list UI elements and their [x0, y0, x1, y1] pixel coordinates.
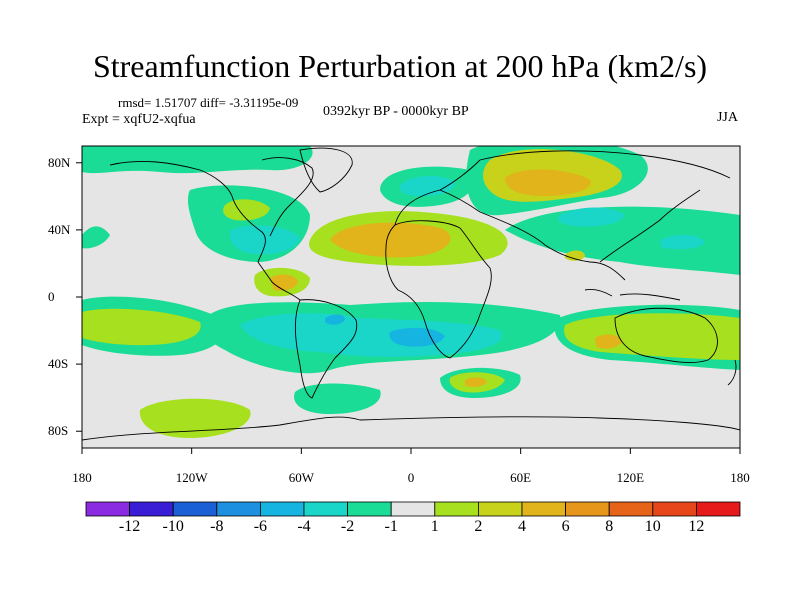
colorbar-label: -2 — [340, 518, 355, 535]
lat-tick-label: 80S — [48, 423, 69, 439]
coast-new-zealand — [727, 359, 737, 386]
colorbar-swatch — [477, 501, 523, 517]
experiment-line: Expt = xqfU2-xqfua — [82, 112, 196, 127]
colorbar-label: 1 — [430, 518, 439, 535]
colorbar-label: -6 — [253, 518, 268, 535]
colorbar-swatch — [696, 501, 741, 517]
map-title: Streamfunction Perturbation at 200 hPa (… — [92, 48, 708, 84]
lat-tick-label: 40S — [48, 356, 69, 372]
colorbar-swatch — [521, 501, 566, 517]
colorbar-label: 4 — [518, 518, 526, 535]
contour-namerica-green — [82, 226, 110, 249]
colorbar-label: -10 — [162, 518, 184, 535]
coast-south-america — [294, 299, 358, 399]
lon-tick-label: 60E — [510, 470, 532, 485]
lon-tick-label: 120W — [175, 470, 208, 485]
period-line: 0392kyr BP - 0000kyr BP — [323, 104, 469, 119]
colorbar-swatch — [303, 501, 348, 517]
contour-spacific-yellow — [82, 308, 201, 346]
coast-australia — [614, 307, 718, 363]
coast-islands — [584, 289, 681, 301]
colorbar-swatch — [172, 501, 218, 517]
coast-asia — [479, 150, 731, 281]
coast-greenland — [299, 147, 353, 193]
contour-arctic-green — [82, 146, 313, 174]
colorbar-swatch — [434, 501, 479, 517]
colorbar-label: -1 — [384, 518, 398, 535]
lat-tick-label: 80N — [48, 154, 71, 170]
contour-asia-cyan — [558, 207, 625, 227]
colorbar-swatch — [565, 501, 610, 517]
colorbar-swatch — [652, 501, 697, 517]
coast-africa — [385, 220, 492, 359]
contour-south-blue-2 — [325, 314, 345, 325]
contour-antarctic-pacific — [139, 398, 251, 438]
contour-namerica-cyan — [229, 225, 300, 255]
colorbar-swatch — [129, 501, 174, 517]
colorbar-swatch — [608, 501, 654, 517]
contour-australia-orange — [595, 334, 622, 349]
contour-asia-cyan-2 — [660, 234, 705, 250]
colorbar-label: 2 — [474, 518, 483, 535]
lon-tick-label: 180 — [72, 470, 92, 485]
lon-tick-label: 180 — [730, 470, 750, 485]
lon-tick-label: 120E — [616, 470, 645, 485]
colorbar-label: 12 — [688, 518, 705, 535]
coast-antarctica — [82, 416, 740, 441]
lat-tick-label: 0 — [48, 289, 55, 304]
contour-africa-yellow — [330, 222, 451, 258]
coast-europe — [394, 159, 481, 226]
lon-tick-label: 0 — [407, 470, 415, 485]
colorbar-swatch — [347, 501, 392, 517]
contour-south-blue — [389, 327, 445, 347]
stats-line: rmsd= 1.51707 diff= -3.31195e-09 — [118, 95, 299, 110]
colorbar-swatch — [85, 501, 130, 517]
contour-socean-orange — [465, 377, 487, 387]
contour-europe-blue — [399, 175, 455, 196]
lat-tick-label: 40N — [48, 221, 71, 237]
coast-north-america — [109, 157, 314, 301]
contour-eurasia-orange — [505, 169, 591, 196]
colorbar-swatch — [390, 501, 436, 517]
colorbar-swatch — [259, 501, 305, 517]
colorbar-label: -12 — [118, 518, 141, 535]
contour-asia-yellow — [565, 250, 585, 261]
coastlines — [82, 147, 740, 441]
contour-asia-green — [505, 206, 740, 275]
colorbar-label: 8 — [605, 518, 614, 535]
colorbar-label: -8 — [210, 518, 224, 535]
colorbar — [85, 501, 741, 517]
colorbar-label: 10 — [644, 518, 661, 535]
colorbar-swatch — [216, 501, 261, 517]
season-label: JJA — [716, 110, 738, 125]
axis-ticks — [76, 162, 741, 454]
colorbar-label: -4 — [297, 518, 311, 535]
colorbar-label: 6 — [561, 518, 570, 535]
contour-greatlakes-yellow — [223, 199, 270, 221]
contour-gulf-orange — [270, 274, 298, 291]
lon-tick-label: 60W — [288, 470, 314, 485]
